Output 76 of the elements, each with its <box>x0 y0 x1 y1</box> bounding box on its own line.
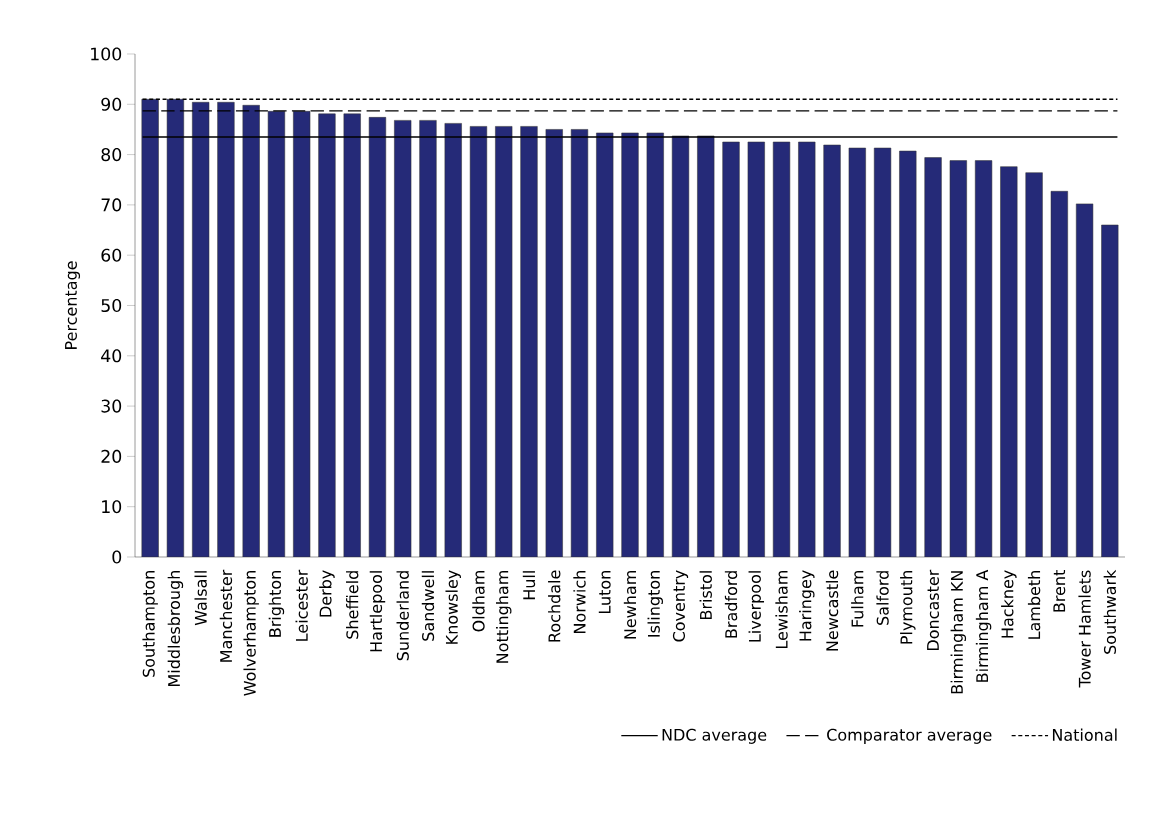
x-tick-label: Hull <box>522 571 536 600</box>
x-tick-label: Plymouth <box>900 571 916 644</box>
y-tick-label: 10 <box>102 500 122 514</box>
bar <box>772 141 791 557</box>
y-tick-label: 100 <box>91 47 122 61</box>
bar <box>621 132 639 557</box>
x-tick-label: Sandwell <box>421 571 435 641</box>
y-tick-label: 40 <box>101 349 122 363</box>
bar <box>848 147 866 557</box>
x-tick-label: Brighton <box>268 571 285 637</box>
bar <box>949 160 967 557</box>
x-tick-label: Bradford <box>724 571 738 638</box>
y-tick-label: 70 <box>101 198 122 212</box>
y-tick-label: 90 <box>101 97 122 111</box>
y-tick-label: 0 <box>112 550 122 564</box>
x-tick-label: Southampton <box>142 571 158 677</box>
bar <box>899 150 917 557</box>
x-tick-label: Luton <box>598 571 611 614</box>
bar <box>141 98 159 557</box>
bar <box>1101 224 1119 557</box>
y-axis-title: Percentage <box>65 261 81 349</box>
legend-label: National <box>1052 728 1117 741</box>
x-tick-label: Salford <box>876 571 889 625</box>
x-tick-label: Doncaster <box>927 569 940 651</box>
x-tick-label: Haringey <box>799 570 815 641</box>
x-tick-label: Leicester <box>295 569 308 641</box>
x-tick-label: Hackney <box>1001 570 1017 638</box>
x-tick-label: Oldham <box>472 571 485 632</box>
x-tick-label: Walsall <box>194 571 207 626</box>
bar <box>520 126 538 557</box>
x-tick-label: Bristol <box>699 571 712 619</box>
x-tick-label: Southwark <box>1103 569 1117 654</box>
x-tick-label: Wolverhampton <box>243 571 259 696</box>
y-tick-label: 30 <box>101 399 122 413</box>
x-tick-label: Lewisham <box>775 571 788 648</box>
x-tick-label: Fulham <box>851 571 864 627</box>
x-tick-label: Knowsley <box>445 570 461 644</box>
bar <box>1025 172 1043 557</box>
x-tick-label: Coventry <box>672 570 689 642</box>
bar <box>747 141 765 557</box>
x-tick-label: Middlesbrough <box>167 571 184 686</box>
x-tick-label: Lambeth <box>1027 571 1041 639</box>
x-tick-label: Newcastle <box>825 570 839 651</box>
bar <box>1050 191 1068 557</box>
x-tick-label: Sunderland <box>396 571 409 661</box>
x-tick-label: Tower Hamlets <box>1078 570 1091 688</box>
x-tick-label: Manchester <box>219 569 233 662</box>
x-tick-label: Norwich <box>573 571 586 633</box>
y-tick-label: 60 <box>101 248 122 262</box>
x-tick-label: Nottingham <box>495 571 512 663</box>
x-tick-label: Birmingham A <box>975 569 992 682</box>
bar <box>1000 166 1018 557</box>
bar <box>798 141 816 557</box>
x-tick-label: Islington <box>647 571 663 637</box>
y-tick-label: 50 <box>101 298 122 313</box>
bar <box>419 120 437 557</box>
bar <box>722 141 740 557</box>
y-tick-label: 20 <box>101 449 122 463</box>
x-tick-label: Sheffield <box>346 571 359 639</box>
bar <box>924 157 942 557</box>
x-tick-label: Newham <box>623 571 637 639</box>
bar <box>217 102 235 557</box>
bar <box>974 160 993 557</box>
x-tick-label: Brent <box>1053 570 1066 612</box>
x-tick-label: Liverpool <box>748 571 765 642</box>
x-tick-label: Birmingham KN <box>950 571 967 694</box>
x-tick-label: Derby <box>319 570 335 617</box>
y-tick-label: 80 <box>101 148 122 162</box>
legend-label: Comparator average <box>827 728 992 744</box>
bar <box>318 113 336 557</box>
bar <box>873 147 892 557</box>
x-tick-label: Hartlepool <box>369 571 386 652</box>
bar <box>823 144 841 557</box>
x-tick-label: Rochdale <box>548 570 561 642</box>
bar <box>242 105 260 557</box>
legend-label: NDC average <box>662 728 767 744</box>
